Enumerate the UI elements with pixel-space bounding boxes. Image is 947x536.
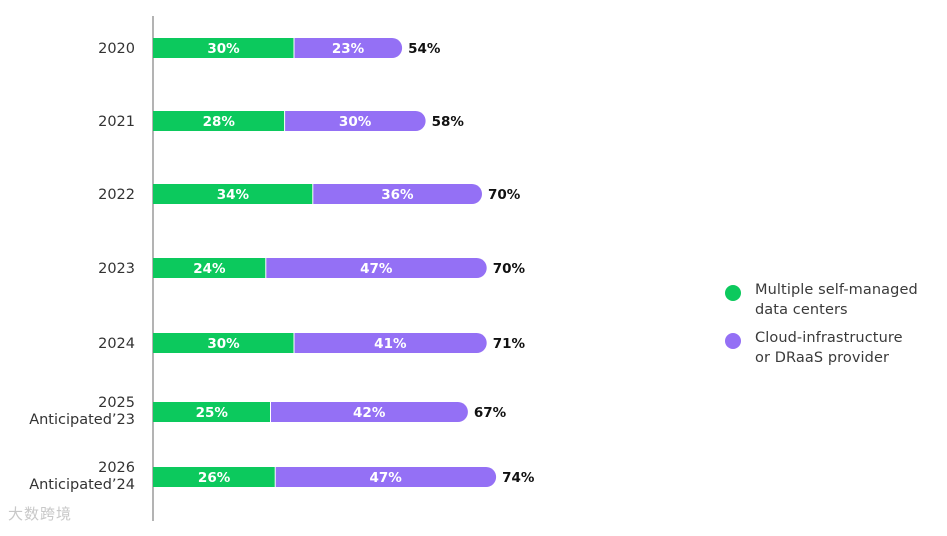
legend-swatch-cloud	[725, 333, 741, 349]
category-label: 2022	[98, 187, 135, 203]
total-label: 70%	[488, 187, 521, 203]
data-label-self-managed: 30%	[207, 41, 240, 57]
total-label: 54%	[408, 41, 441, 57]
bar-self-managed	[153, 333, 294, 353]
data-label-self-managed: 24%	[193, 261, 226, 277]
total-label: 74%	[502, 470, 535, 486]
category-label: 2020	[98, 41, 135, 57]
data-label-self-managed: 28%	[203, 114, 236, 130]
data-label-self-managed: 26%	[198, 470, 231, 486]
category-label: Anticipated’23	[29, 412, 135, 428]
category-label: 2026	[98, 460, 135, 476]
total-label: 71%	[493, 336, 526, 352]
data-label-self-managed: 25%	[196, 405, 229, 421]
legend: Multiple self-managed data centers Cloud…	[722, 280, 942, 376]
data-label-cloud: 41%	[374, 336, 407, 352]
category-label: Anticipated’24	[29, 477, 135, 493]
bar-cloud	[284, 111, 426, 131]
watermark: 大数跨境	[8, 505, 73, 523]
total-label: 58%	[432, 114, 465, 130]
category-label: 2024	[98, 336, 135, 352]
bar-cloud	[265, 258, 487, 278]
legend-label-self-managed-line2: data centers	[755, 302, 848, 318]
data-label-self-managed: 30%	[207, 336, 240, 352]
bar-self-managed	[153, 467, 276, 487]
legend-label-self-managed-line1: Multiple self-managed	[755, 282, 918, 298]
data-label-cloud: 47%	[360, 261, 393, 277]
legend-item-cloud: Cloud-infrastructure or DRaaS provider	[722, 328, 942, 368]
data-label-self-managed: 34%	[217, 187, 250, 203]
bar-self-managed	[153, 402, 271, 422]
total-label: 70%	[493, 261, 526, 277]
bar-cloud	[312, 184, 482, 204]
bar-self-managed	[153, 258, 266, 278]
data-label-cloud: 42%	[353, 405, 386, 421]
total-label: 67%	[474, 405, 507, 421]
data-label-cloud: 23%	[332, 41, 365, 57]
bar-self-managed	[153, 38, 294, 58]
category-label: 2025	[98, 395, 135, 411]
legend-item-self-managed: Multiple self-managed data centers	[722, 280, 942, 320]
data-label-cloud: 36%	[381, 187, 414, 203]
data-label-cloud: 47%	[369, 470, 402, 486]
legend-swatch-self-managed	[725, 285, 741, 301]
bar-cloud	[270, 402, 468, 422]
data-label-cloud: 30%	[339, 114, 372, 130]
bar-cloud	[275, 467, 497, 487]
category-label: 2023	[98, 261, 135, 277]
bar-cloud	[294, 38, 403, 58]
bar-cloud	[294, 333, 487, 353]
category-label: 2021	[98, 114, 135, 130]
bar-self-managed	[153, 111, 285, 131]
legend-label-cloud-line2: or DRaaS provider	[755, 350, 890, 366]
legend-label-cloud-line1: Cloud-infrastructure	[755, 330, 903, 346]
bar-self-managed	[153, 184, 313, 204]
